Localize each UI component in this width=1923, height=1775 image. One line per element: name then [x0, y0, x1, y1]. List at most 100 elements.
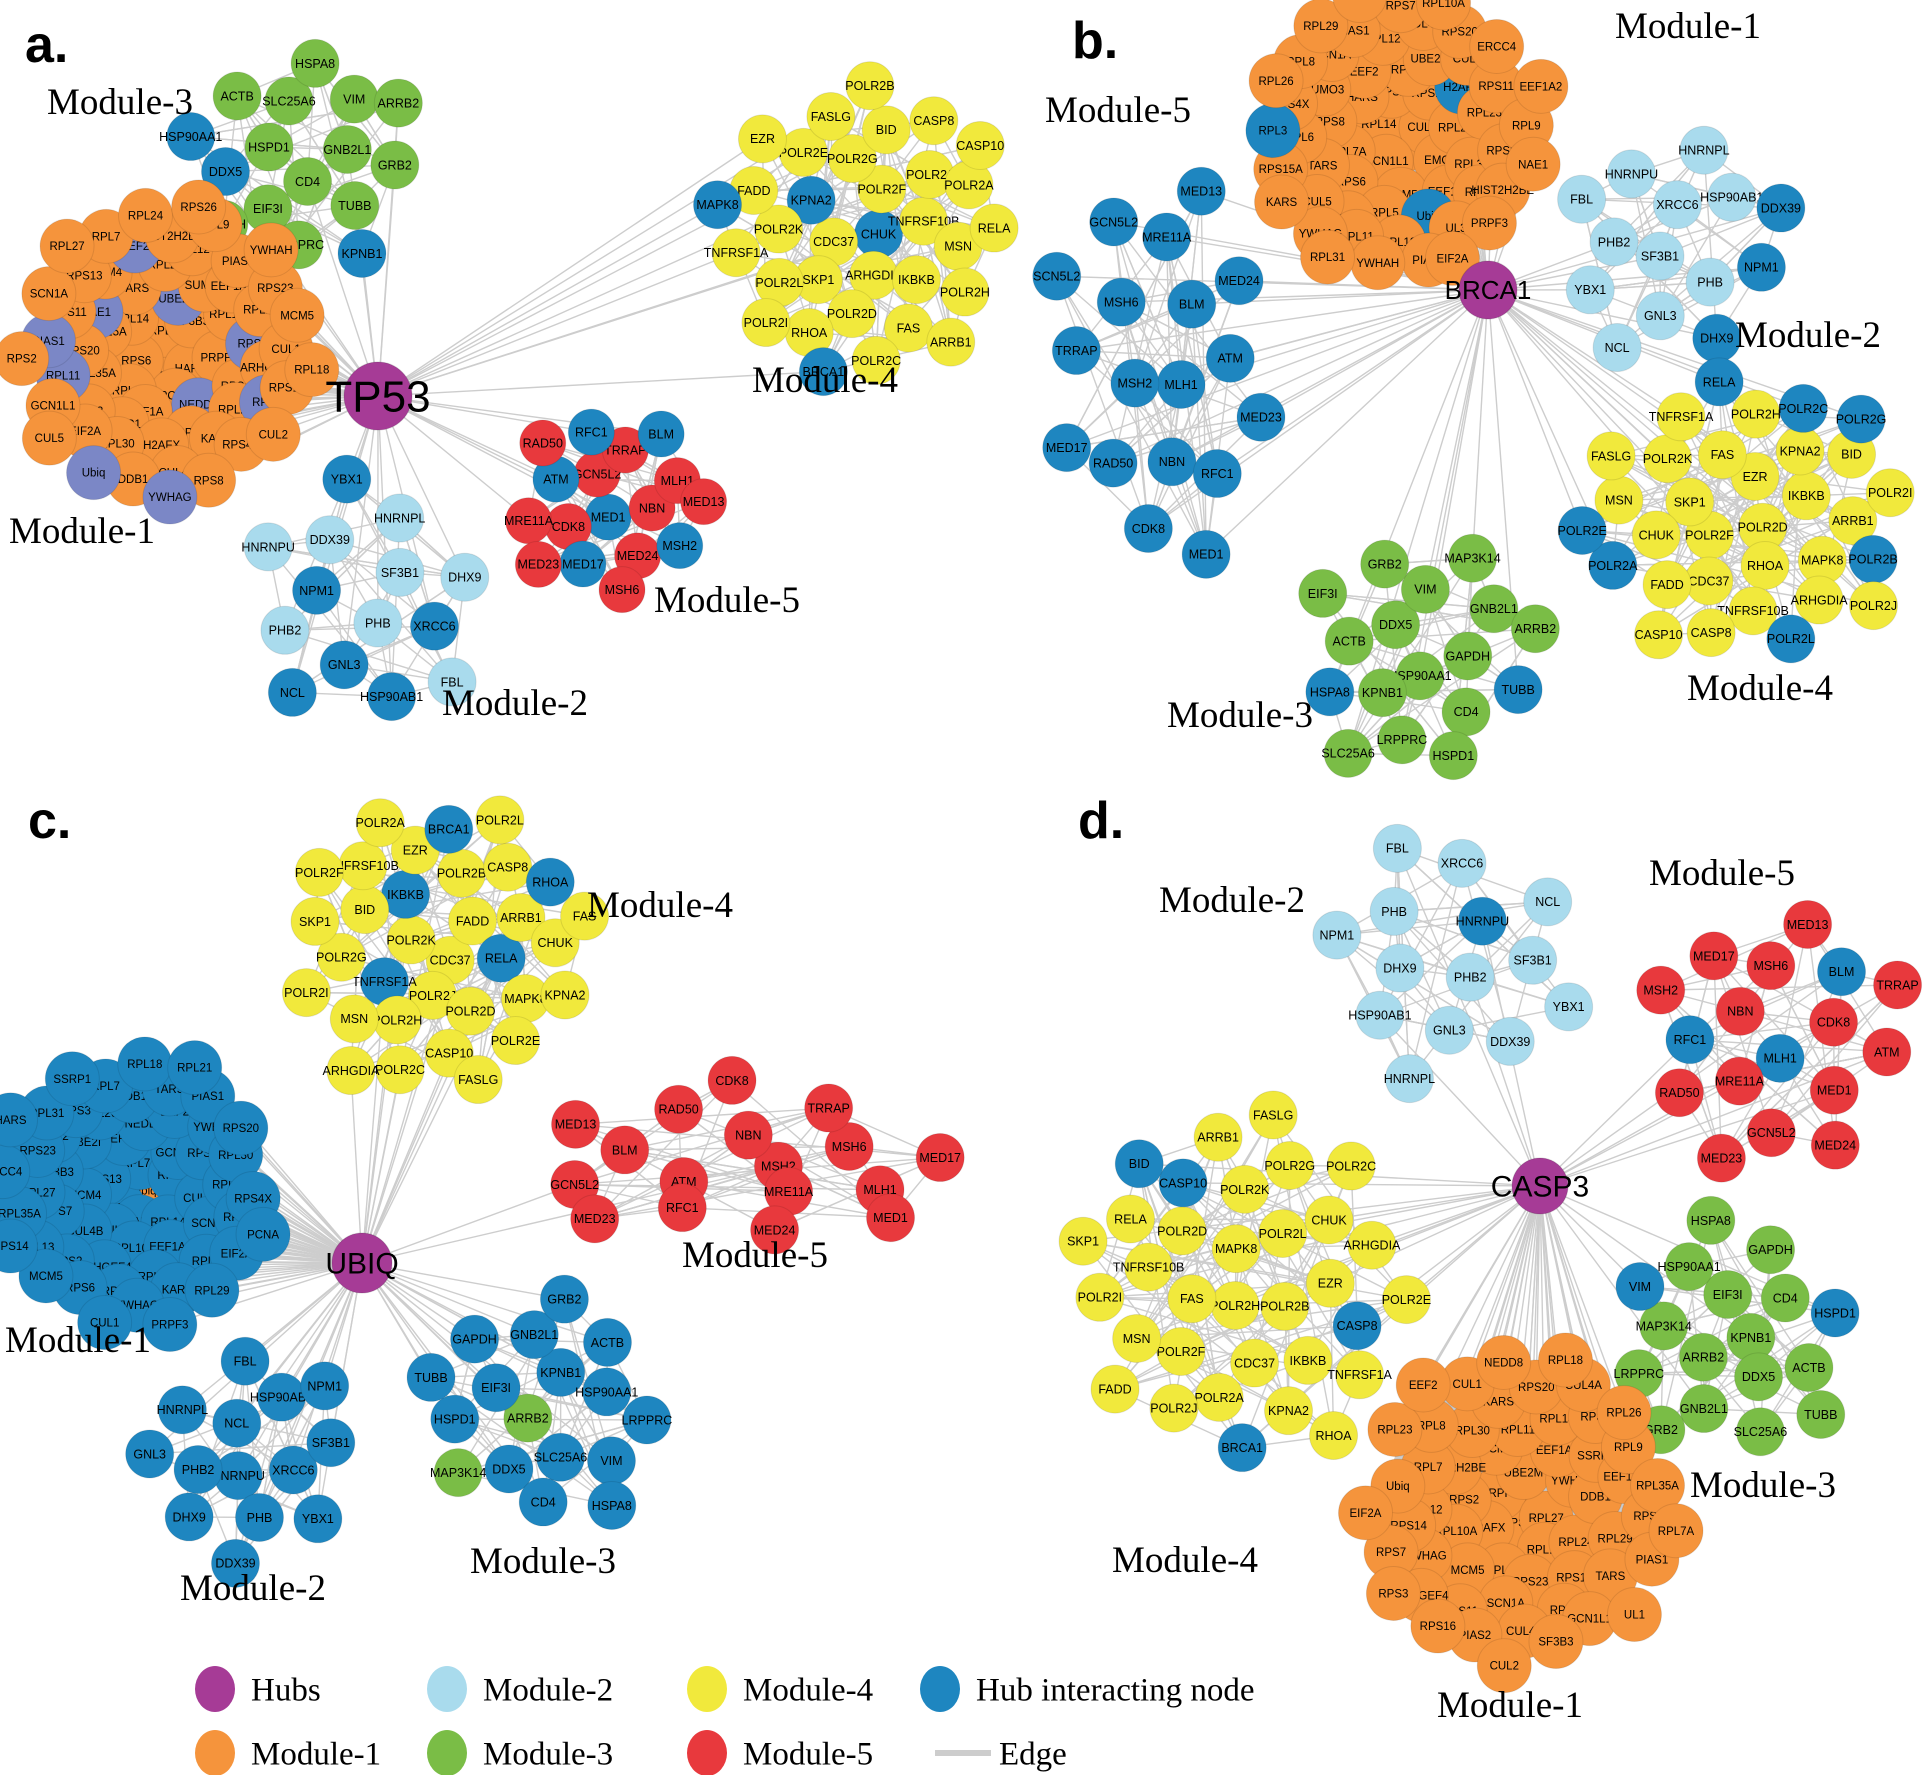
edge	[1336, 901, 1548, 936]
node-RPS2	[0, 331, 50, 387]
legend-label-Module-3: Module-3	[483, 1737, 613, 1773]
node-label-HSPA8: HSPA8	[295, 57, 335, 71]
node-label-EIF3I: EIF3I	[253, 202, 283, 216]
node-ARHGDIA	[1794, 575, 1844, 625]
node-PHB	[1369, 886, 1419, 936]
node-PCNA	[235, 1206, 291, 1262]
edge	[1667, 407, 1804, 460]
node-label-SLC25A6: SLC25A6	[534, 1451, 588, 1465]
node-YBX1	[1565, 265, 1615, 315]
node-MED13	[680, 478, 728, 526]
node-label-TRRAP: TRRAP	[1055, 344, 1097, 358]
node-label-NBN: NBN	[639, 501, 665, 515]
node-PHB2	[1445, 952, 1495, 1002]
hub-edge	[1405, 1185, 1541, 1301]
node-label-SSRP1: SSRP1	[53, 1074, 91, 1086]
node-label-GRB2: GRB2	[1368, 557, 1402, 571]
node-label-GNB2L1: GNB2L1	[323, 143, 371, 157]
node-label-POLR2L: POLR2L	[476, 813, 524, 827]
node-label-POLR2D: POLR2D	[1738, 521, 1788, 535]
node-label-RPL35A: RPL35A	[0, 1209, 41, 1221]
node-label-RPL18: RPL18	[127, 1059, 162, 1071]
legend-label-Hubs: Hubs	[251, 1673, 321, 1709]
node-label-KPNB1: KPNB1	[1362, 686, 1403, 700]
node-label-RPS3: RPS3	[1378, 1588, 1408, 1600]
node-label-POLR2G: POLR2G	[1264, 1159, 1315, 1173]
node-HSP90AB1	[367, 672, 417, 722]
module-label-a-Module-3: Module-3	[47, 82, 193, 123]
edge	[1713, 955, 1723, 1159]
node-label-HSP90AA1: HSP90AA1	[1657, 1260, 1720, 1274]
node-label-EIF3I: EIF3I	[1713, 1288, 1743, 1302]
node-MAP3K14	[1448, 533, 1498, 583]
node-label-KPNB1: KPNB1	[341, 247, 382, 261]
node-DDX39	[210, 1538, 260, 1588]
node-label-MCM5: MCM5	[280, 310, 314, 322]
node-label-RFC1: RFC1	[1201, 467, 1234, 481]
node-HNRNPL	[1679, 125, 1729, 175]
node-POLR2G	[1265, 1141, 1315, 1191]
node-SCN1A	[21, 266, 77, 322]
node-HSPD1	[1428, 731, 1478, 781]
node-label-RPL27: RPL27	[49, 241, 84, 253]
node-label-POLR2A: POLR2A	[944, 178, 994, 192]
node-POLR2E	[491, 1016, 541, 1066]
node-label-ACTB: ACTB	[220, 89, 253, 103]
node-label-HSP90AB1: HSP90AB1	[250, 1391, 313, 1405]
node-ARRB2	[503, 1393, 553, 1443]
edge	[1254, 1298, 1407, 1364]
node-MED24	[1214, 256, 1264, 306]
node-label-POLR2F: POLR2F	[295, 866, 344, 880]
node-POLR2L	[1258, 1208, 1308, 1258]
node-label-SCN1A: SCN1A	[30, 289, 69, 301]
node-label-NAE1: NAE1	[1518, 159, 1548, 171]
node-MED23	[1236, 392, 1286, 442]
node-NPM1	[1312, 910, 1362, 960]
node-label-CASP8: CASP8	[913, 114, 954, 128]
node-SF3B1	[306, 1418, 356, 1468]
node-label-PHB: PHB	[365, 616, 391, 630]
node-NCL	[1592, 323, 1642, 373]
node-label-MED23: MED23	[1701, 1151, 1743, 1165]
node-POLR2K	[754, 204, 804, 254]
hub-edge	[1066, 289, 1489, 449]
node-label-RPL29: RPL29	[1598, 1533, 1633, 1545]
node-SF3B1	[1635, 231, 1685, 281]
hub-edge	[1471, 289, 1489, 559]
node-TUBB	[1493, 665, 1543, 715]
node-HSPD1	[430, 1394, 480, 1444]
node-KPNA2	[1264, 1386, 1314, 1436]
node-label-CD4: CD4	[531, 1495, 556, 1509]
hub-edge	[361, 1052, 450, 1264]
hub-edge	[361, 1069, 401, 1264]
node-label-RHOA: RHOA	[791, 326, 828, 340]
node-GAPDH	[1443, 631, 1493, 681]
edge	[1656, 534, 1823, 561]
node-RPS3	[1365, 1565, 1421, 1621]
node-label-HSPD1: HSPD1	[1432, 749, 1474, 763]
node-TRRAP	[1051, 326, 1101, 376]
node-label-POLR2E: POLR2E	[779, 146, 828, 160]
node-label-MAP3K14: MAP3K14	[1636, 1319, 1692, 1333]
node-label-RHOA: RHOA	[1747, 559, 1784, 573]
node-label-YWHAG: YWHAG	[148, 492, 192, 504]
node-label-MED24: MED24	[617, 549, 659, 563]
node-label-NCL: NCL	[1535, 895, 1560, 909]
node-label-POLR2E: POLR2E	[1557, 524, 1606, 538]
node-label-POLR2C: POLR2C	[1326, 1159, 1376, 1173]
node-label-POLR2G: POLR2G	[316, 951, 367, 965]
node-BLM	[1167, 279, 1217, 329]
node-label-HSP90AB1: HSP90AB1	[1700, 191, 1763, 205]
node-POLR2C	[375, 1045, 425, 1095]
node-label-CASP8: CASP8	[487, 861, 528, 875]
node-label-UBE2M: UBE2M	[1410, 54, 1450, 66]
node-label-MSN: MSN	[1123, 1332, 1151, 1346]
module-label-c-Module-3: Module-3	[470, 1541, 616, 1582]
hub-edge	[1487, 289, 1682, 418]
node-POLR2K	[1220, 1164, 1270, 1214]
node-RPL23	[1367, 1401, 1423, 1457]
module-label-d-Module-2: Module-2	[1159, 880, 1305, 921]
node-label-CUL5: CUL5	[1302, 196, 1331, 208]
node-label-PIAS1: PIAS1	[1636, 1554, 1669, 1566]
node-BRCA1	[1217, 1423, 1267, 1473]
